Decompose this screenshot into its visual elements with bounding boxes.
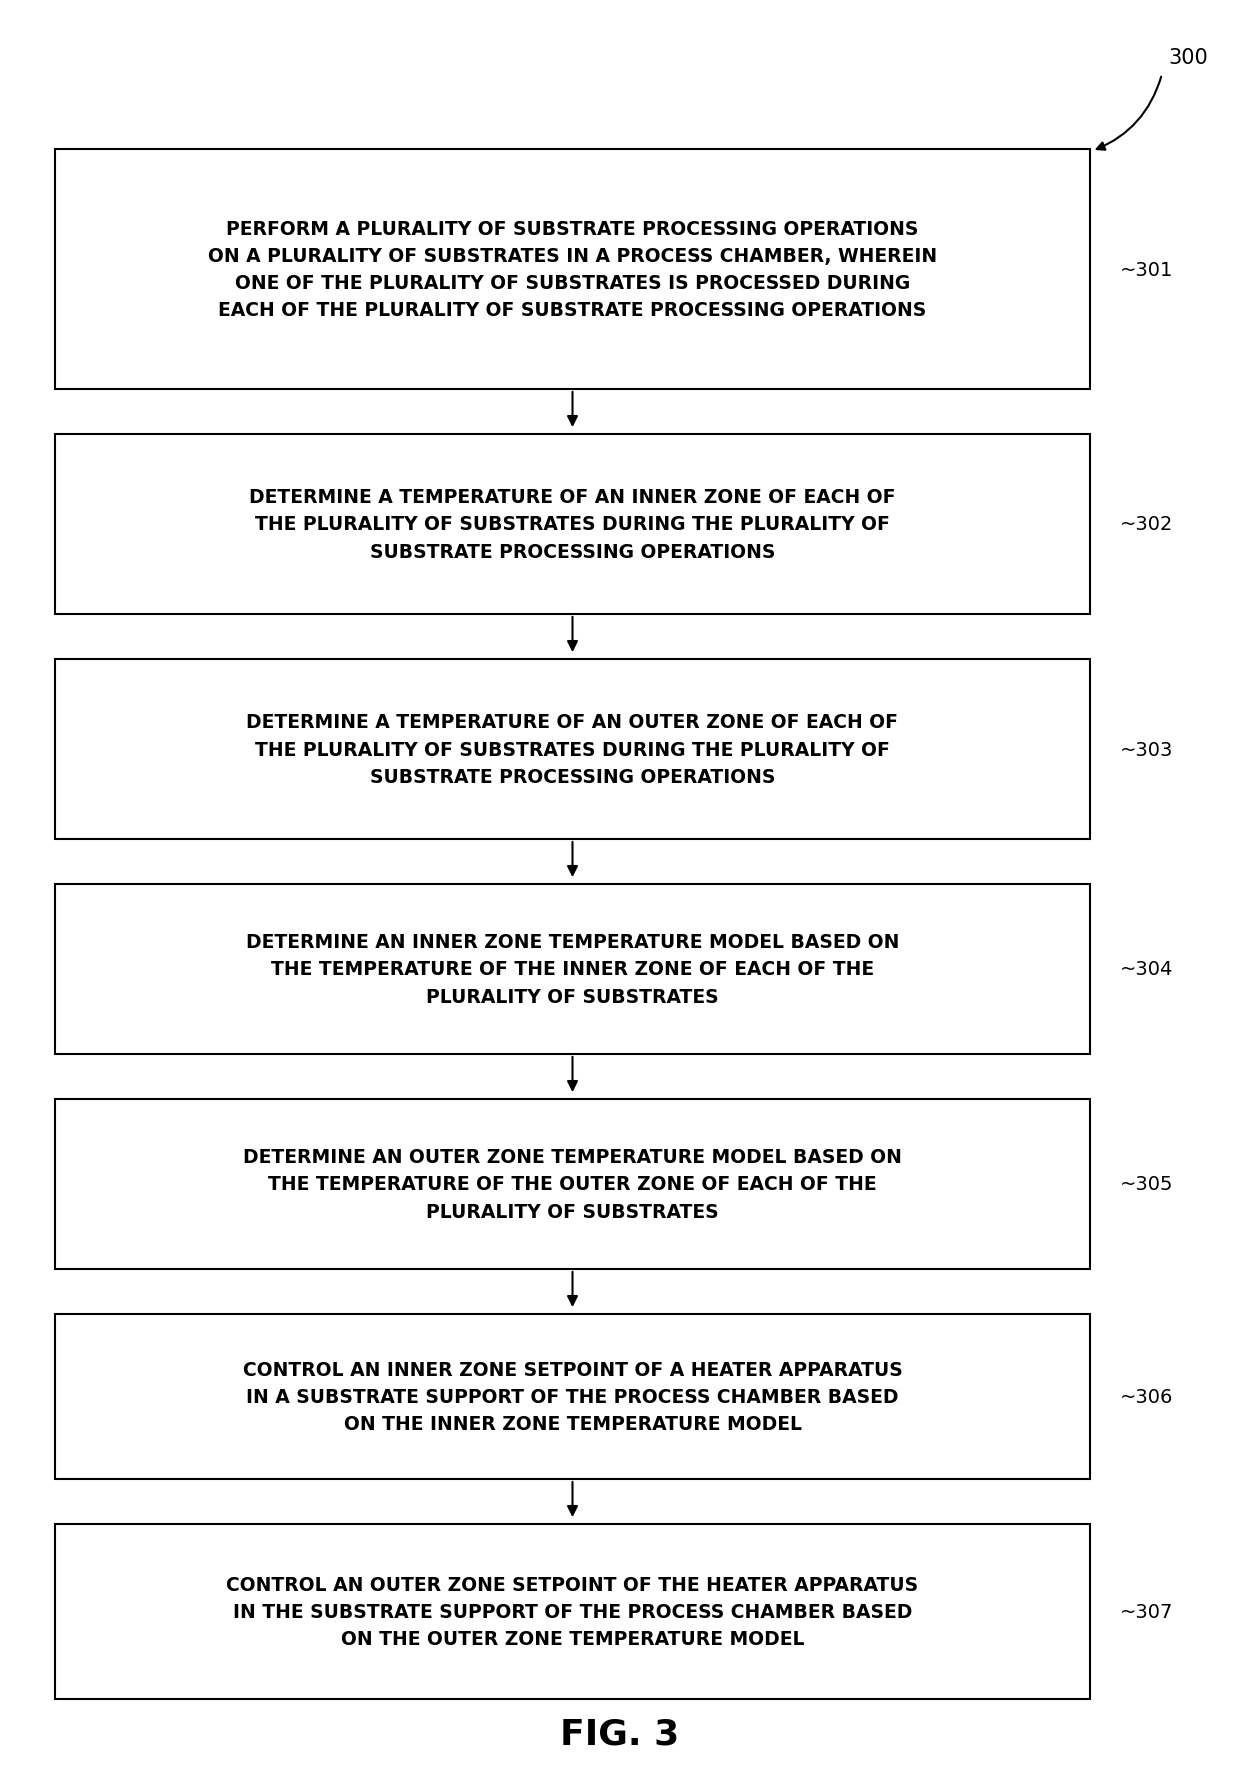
Bar	[55, 884, 1090, 1055]
Bar	[55, 150, 1090, 390]
Bar	[55, 1524, 1090, 1698]
Text: ~307: ~307	[1120, 1602, 1173, 1622]
Text: CONTROL AN INNER ZONE SETPOINT OF A HEATER APPARATUS
IN A SUBSTRATE SUPPORT OF T: CONTROL AN INNER ZONE SETPOINT OF A HEAT…	[243, 1360, 903, 1433]
Bar	[55, 435, 1090, 615]
Text: CONTROL AN OUTER ZONE SETPOINT OF THE HEATER APPARATUS
IN THE SUBSTRATE SUPPORT : CONTROL AN OUTER ZONE SETPOINT OF THE HE…	[227, 1575, 919, 1648]
Text: 300: 300	[1168, 48, 1208, 68]
Text: ~304: ~304	[1120, 960, 1173, 978]
Bar	[55, 1099, 1090, 1269]
Text: DETERMINE A TEMPERATURE OF AN OUTER ZONE OF EACH OF
THE PLURALITY OF SUBSTRATES : DETERMINE A TEMPERATURE OF AN OUTER ZONE…	[247, 713, 899, 786]
Text: ~303: ~303	[1120, 740, 1173, 759]
Bar	[55, 659, 1090, 839]
Text: ~302: ~302	[1120, 515, 1173, 535]
FancyArrowPatch shape	[1096, 78, 1161, 151]
Text: ~306: ~306	[1120, 1386, 1173, 1406]
Text: DETERMINE AN OUTER ZONE TEMPERATURE MODEL BASED ON
THE TEMPERATURE OF THE OUTER : DETERMINE AN OUTER ZONE TEMPERATURE MODE…	[243, 1148, 901, 1221]
Text: PERFORM A PLURALITY OF SUBSTRATE PROCESSING OPERATIONS
ON A PLURALITY OF SUBSTRA: PERFORM A PLURALITY OF SUBSTRATE PROCESS…	[208, 219, 937, 321]
Text: FIG. 3: FIG. 3	[560, 1718, 680, 1752]
Text: DETERMINE A TEMPERATURE OF AN INNER ZONE OF EACH OF
THE PLURALITY OF SUBSTRATES : DETERMINE A TEMPERATURE OF AN INNER ZONE…	[249, 488, 895, 561]
Bar	[55, 1315, 1090, 1479]
Text: ~301: ~301	[1120, 260, 1173, 280]
Text: DETERMINE AN INNER ZONE TEMPERATURE MODEL BASED ON
THE TEMPERATURE OF THE INNER : DETERMINE AN INNER ZONE TEMPERATURE MODE…	[246, 932, 899, 1007]
Text: ~305: ~305	[1120, 1174, 1173, 1194]
